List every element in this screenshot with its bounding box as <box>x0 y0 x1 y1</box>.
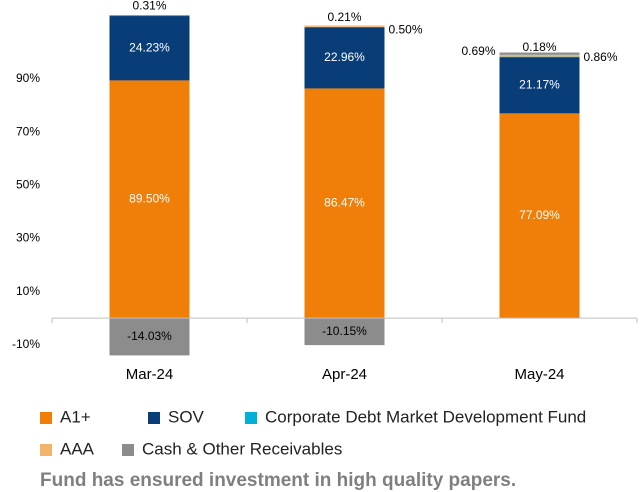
legend-label: AAA <box>60 439 95 458</box>
data-label: 22.96% <box>324 50 365 64</box>
footnote: Fund has ensured investment in high qual… <box>40 470 516 491</box>
data-label: 0.18% <box>522 40 556 54</box>
bar-segment <box>109 16 190 81</box>
bar-segment <box>304 27 385 89</box>
y-tick-label: 30% <box>16 231 40 245</box>
legend-label: Corporate Debt Market Development Fund <box>265 407 586 426</box>
data-label: 89.50% <box>129 191 170 205</box>
data-label: 0.86% <box>584 50 618 64</box>
legend-label: A1+ <box>60 407 91 426</box>
data-label: 0.69% <box>461 44 495 58</box>
bar-segment <box>109 80 190 319</box>
data-label: -14.03% <box>127 329 172 343</box>
bar-segment <box>109 318 190 356</box>
x-tick-label: May-24 <box>514 366 564 383</box>
legend-swatch <box>148 412 160 424</box>
legend-label: Cash & Other Receivables <box>142 439 342 458</box>
legend-label: SOV <box>168 407 205 426</box>
x-tick-label: Mar-24 <box>126 366 174 383</box>
bar-segment <box>304 318 385 346</box>
bar-segment <box>304 26 385 28</box>
bar-segment <box>499 57 580 114</box>
data-label: 0.21% <box>327 10 361 24</box>
data-label: 21.17% <box>519 77 560 91</box>
data-label: -10.15% <box>322 324 367 338</box>
legend-swatch <box>40 444 52 456</box>
bar-segment <box>499 113 580 319</box>
data-label: 77.09% <box>519 208 560 222</box>
bar-segment <box>499 52 580 55</box>
x-tick-label: Apr-24 <box>322 366 367 383</box>
bar-segment <box>304 25 385 27</box>
data-label: 0.31% <box>132 0 166 12</box>
y-tick-label: 70% <box>16 124 40 138</box>
legend-swatch <box>122 444 134 456</box>
bar-segment <box>499 54 580 57</box>
y-tick-label: 50% <box>16 178 40 192</box>
bar-segment <box>304 88 385 319</box>
y-tick-label: -10% <box>12 337 40 351</box>
legend-swatch <box>245 412 257 424</box>
legend-swatch <box>40 412 52 424</box>
data-label: 86.47% <box>324 195 365 209</box>
bar-segment <box>109 15 190 17</box>
data-label: 24.23% <box>129 40 170 54</box>
y-tick-label: 10% <box>16 284 40 298</box>
data-label: 0.50% <box>389 22 423 36</box>
y-tick-label: 90% <box>16 71 40 85</box>
